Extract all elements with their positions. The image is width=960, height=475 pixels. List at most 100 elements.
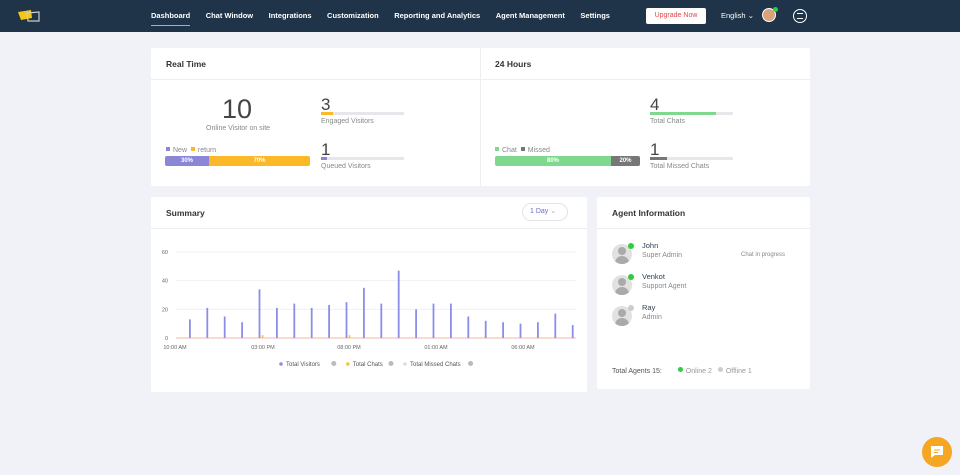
bar-total-visitors [502, 322, 504, 338]
avatar [612, 275, 632, 295]
total-chats-bar [650, 112, 733, 115]
missed-label: Total Missed Chats [650, 163, 710, 170]
bar-total-visitors [363, 287, 365, 338]
realtime-title: Real Time [166, 59, 207, 69]
upgrade-button[interactable]: Upgrade Now [646, 8, 706, 24]
avatar [612, 306, 632, 326]
bar-total-visitors [310, 307, 313, 338]
logo-icon[interactable] [17, 9, 41, 23]
engaged-label: Engaged Visitors [321, 118, 374, 125]
legend-label: Total Visitors [286, 362, 320, 368]
bar-total-visitors [223, 316, 226, 338]
agent-status: Chat in progress [741, 252, 786, 258]
agent-info-title: Agent Information [612, 208, 686, 218]
bar-total-visitors [554, 313, 557, 338]
agent-name: Ray [642, 303, 656, 312]
engaged-bar [321, 112, 404, 115]
legend-marker [279, 362, 283, 366]
bar-total-visitors [484, 320, 487, 338]
missed-bar: 20% [611, 156, 640, 166]
bar-total-visitors [467, 316, 470, 338]
24h-title: 24 Hours [495, 59, 532, 69]
language-select[interactable]: English ⌄ [721, 0, 754, 32]
chat-icon [931, 446, 943, 458]
new-visitors-bar: 30% [165, 156, 209, 166]
bar-total-chats [261, 335, 264, 338]
agent-name: Venkot [642, 272, 665, 281]
bar-total-visitors [432, 303, 435, 338]
bar-total-visitors [293, 303, 296, 338]
y-tick-label: 40 [162, 279, 168, 285]
legend-marker [403, 362, 407, 366]
bar-total-visitors [571, 325, 574, 338]
legend-label: Total Chats [353, 362, 383, 368]
x-tick-label: 10:00 AM [163, 345, 187, 351]
summary-card [151, 197, 587, 392]
nav-chat-window[interactable]: Chat Window [205, 11, 254, 20]
agent-name: John [642, 241, 659, 250]
agent-role: Super Admin [642, 252, 683, 259]
x-tick-label: 08:00 PM [337, 345, 361, 351]
info-icon [468, 361, 474, 366]
new-return-legend: New return [166, 147, 216, 154]
bar-total-visitors [276, 307, 278, 338]
agent-totals: Total Agents 15: Online 2 Offline 1 [612, 367, 752, 375]
top-nav: Dashboard Chat Window Integrations Custo… [0, 0, 960, 32]
chat-missed-legend: Chat Missed [495, 147, 550, 154]
y-tick-label: 0 [165, 336, 168, 342]
bar-total-visitors [397, 270, 400, 338]
bar-total-visitors [519, 323, 522, 338]
online-status-icon [773, 7, 778, 12]
bar-total-visitors [380, 303, 383, 338]
offline-dot-icon [628, 305, 634, 311]
y-tick-label: 60 [162, 250, 168, 256]
online-count: Online 2 [685, 368, 712, 375]
bar-total-visitors [189, 319, 191, 338]
x-tick-label: 03:00 PM [251, 345, 275, 351]
avatar [612, 244, 632, 264]
nav-integrations[interactable]: Integrations [268, 11, 312, 20]
info-icon [331, 361, 337, 366]
range-select[interactable]: 1 Day ⌄ [522, 203, 568, 221]
online-visitors-count: 10 [222, 94, 253, 124]
summary-title: Summary [166, 208, 205, 218]
nav-customization[interactable]: Customization [327, 11, 379, 20]
y-tick-label: 20 [162, 307, 168, 313]
nav-agent-management[interactable]: Agent Management [495, 11, 565, 20]
legend-marker [346, 362, 350, 366]
agent-card [597, 197, 810, 389]
agent-role: Support Agent [642, 283, 687, 290]
language-label: English [721, 11, 746, 20]
total-agents: Total Agents 15: [612, 368, 662, 375]
x-tick-label: 06:00 AM [511, 345, 535, 351]
range-value: 1 Day [530, 208, 549, 215]
x-tick-label: 01:00 AM [424, 345, 448, 351]
chat-launcher-button[interactable] [922, 437, 952, 467]
total-chats-label: Total Chats [650, 118, 686, 125]
bar-total-visitors [206, 307, 209, 338]
bar-total-visitors [241, 322, 243, 338]
online-dot-icon [628, 274, 634, 280]
missed-count: 1 [650, 140, 660, 159]
bar-total-visitors [328, 305, 330, 338]
return-visitors-bar: 70% [209, 156, 310, 166]
chevron-down-icon: ⌄ [747, 11, 754, 20]
legend-label: Total Missed Chats [410, 362, 461, 368]
online-dot-icon [628, 243, 634, 249]
info-icon [388, 361, 394, 366]
chevron-down-icon: ⌄ [550, 208, 557, 215]
summary-chart: 0 20 40 60 10:00 AM 03:00 PM 08:00 PM 01:00 AM 0… [162, 250, 576, 368]
nav-settings[interactable]: Settings [580, 11, 610, 20]
total-chats-count: 4 [650, 95, 660, 114]
bar-total-visitors [537, 322, 539, 338]
bar-total-visitors [258, 289, 261, 338]
bar-total-visitors [450, 303, 452, 338]
missed-chats-bar [650, 157, 733, 160]
agent-role: Admin [642, 314, 662, 321]
bar-total-visitors [415, 309, 417, 338]
bar-total-chats [348, 335, 351, 338]
nav-dashboard[interactable]: Dashboard [151, 0, 191, 32]
user-avatar[interactable] [762, 7, 778, 22]
nav-reporting[interactable]: Reporting and Analytics [394, 11, 481, 20]
menu-icon[interactable] [793, 9, 807, 23]
